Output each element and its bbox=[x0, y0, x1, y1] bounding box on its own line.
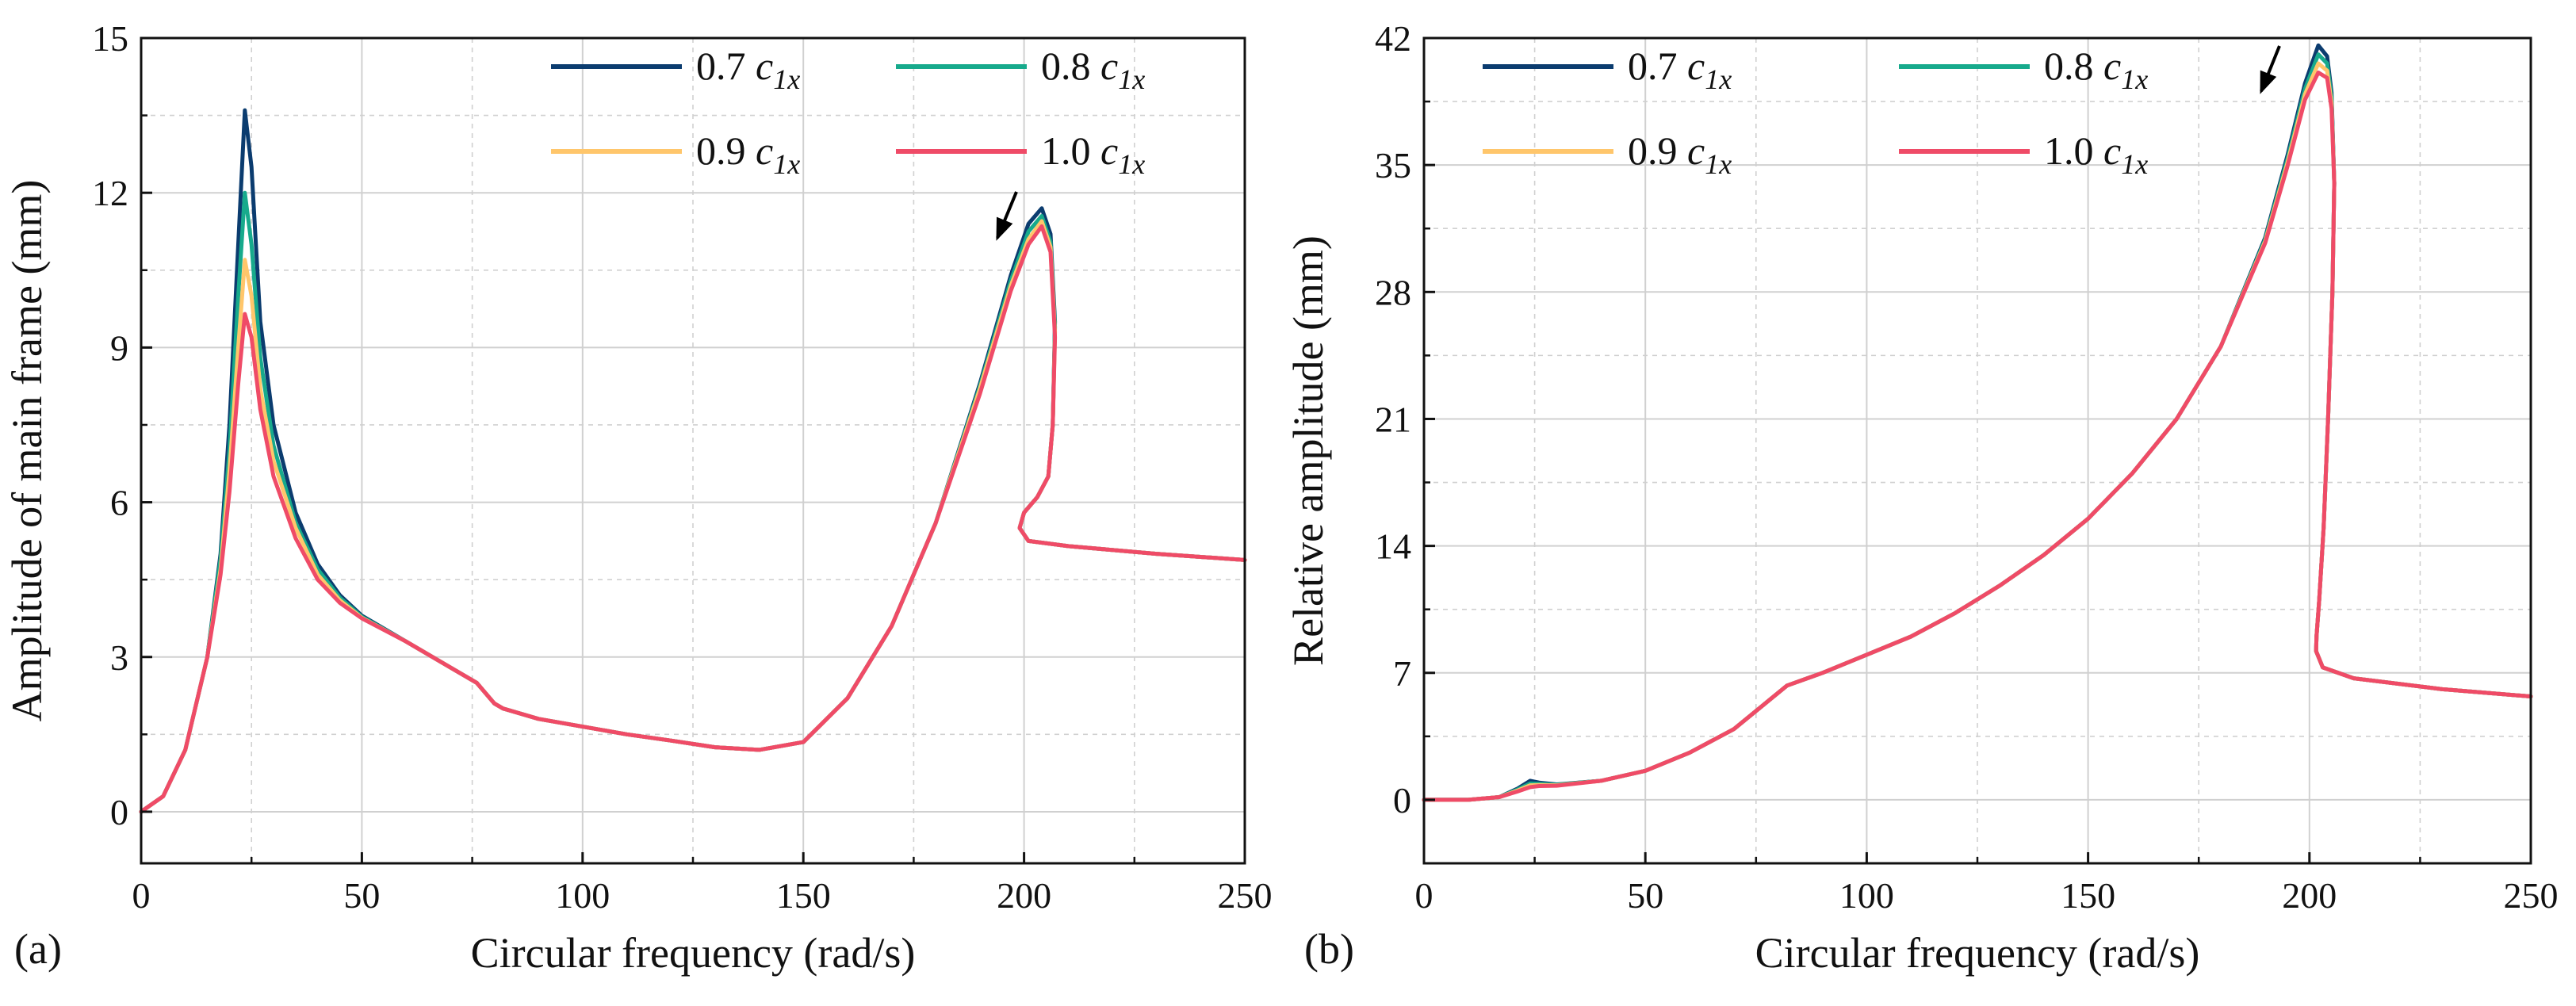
y-axis-title-b: Relative amplitude (mm) bbox=[1284, 235, 1332, 666]
y-tick-label-b: 42 bbox=[1375, 18, 1411, 59]
panel-label-b: (b) bbox=[1304, 925, 1354, 973]
x-ticks-b: 0 50 100 150 200 250 bbox=[1415, 852, 2559, 916]
x-tick-label-a: 200 bbox=[997, 875, 1051, 916]
series-line-a-1.0 bbox=[139, 224, 1247, 814]
x-axis-title-b: Circular frequency (rad/s) bbox=[1755, 929, 2200, 977]
annotation-arrow-a bbox=[996, 191, 1018, 241]
x-tick-label-b: 100 bbox=[1839, 875, 1894, 916]
panel-b: 0 50 100 150 200 250 0 7 14 21 28 35 42 Circular freq… bbox=[1284, 18, 2559, 977]
x-tick-label-a: 100 bbox=[555, 875, 610, 916]
series-group-a bbox=[139, 108, 1247, 814]
x-tick-label-b: 200 bbox=[2282, 875, 2337, 916]
y-tick-label-a: 6 bbox=[110, 483, 128, 523]
arrow-head-b bbox=[2260, 70, 2277, 94]
y-tick-label-a: 0 bbox=[110, 792, 128, 832]
grid-a bbox=[141, 38, 1245, 863]
x-tick-label-b: 250 bbox=[2504, 875, 2559, 916]
y-tick-label-b: 35 bbox=[1375, 145, 1411, 186]
panel-a: 0 50 100 150 200 250 0 3 6 9 12 15 Circular frequenc… bbox=[3, 18, 1273, 977]
y-tick-label-a: 12 bbox=[92, 173, 128, 213]
series-line-b-1.0 bbox=[1422, 71, 2533, 802]
x-tick-label-b: 0 bbox=[1415, 875, 1433, 916]
y-tick-label-a: 15 bbox=[92, 18, 128, 59]
y-tick-label-b: 7 bbox=[1393, 653, 1411, 694]
legend-b: 0.7 c1x 0.8 c1x 0.9 c1x 1.0 c1x bbox=[1483, 44, 2148, 180]
y-tick-label-b: 21 bbox=[1375, 399, 1411, 439]
series-group-b bbox=[1422, 43, 2533, 802]
annotation-arrow-b bbox=[2260, 45, 2281, 94]
x-tick-label-a: 0 bbox=[132, 875, 151, 916]
x-tick-label-b: 150 bbox=[2061, 875, 2115, 916]
legend-a: 0.7 c1x 0.8 c1x 0.9 c1x 1.0 c1x bbox=[551, 44, 1145, 180]
legend-label-b-2: 0.9 c1x bbox=[1628, 128, 1732, 180]
y-tick-label-a: 9 bbox=[110, 327, 128, 368]
x-tick-label-a: 50 bbox=[343, 875, 380, 916]
x-axis-title-a: Circular frequency (rad/s) bbox=[471, 929, 916, 977]
legend-label-a-1: 0.8 c1x bbox=[1041, 44, 1145, 95]
legend-label-b-3: 1.0 c1x bbox=[2044, 128, 2148, 180]
y-ticks-a: 0 3 6 9 12 15 bbox=[92, 18, 152, 832]
x-tick-label-b: 50 bbox=[1627, 875, 1663, 916]
panel-label-a: (a) bbox=[14, 925, 62, 973]
y-tick-label-a: 3 bbox=[110, 637, 128, 678]
y-ticks-b: 0 7 14 21 28 35 42 bbox=[1375, 18, 1435, 820]
x-tick-label-a: 150 bbox=[776, 875, 831, 916]
arrow-head-a bbox=[996, 216, 1013, 241]
grid-b bbox=[1424, 38, 2531, 863]
x-tick-label-a: 250 bbox=[1218, 875, 1273, 916]
legend-label-a-2: 0.9 c1x bbox=[696, 128, 800, 180]
y-tick-label-b: 0 bbox=[1393, 780, 1411, 820]
y-axis-title-a: Amplitude of main frame (mm) bbox=[3, 180, 51, 722]
x-ticks-a: 0 50 100 150 200 250 bbox=[132, 852, 1273, 916]
y-tick-label-b: 14 bbox=[1375, 526, 1411, 567]
y-tick-label-b: 28 bbox=[1375, 272, 1411, 312]
legend-label-a-0: 0.7 c1x bbox=[696, 44, 800, 95]
legend-label-b-1: 0.8 c1x bbox=[2044, 44, 2148, 95]
legend-label-b-0: 0.7 c1x bbox=[1628, 44, 1732, 95]
legend-label-a-3: 1.0 c1x bbox=[1041, 128, 1145, 180]
